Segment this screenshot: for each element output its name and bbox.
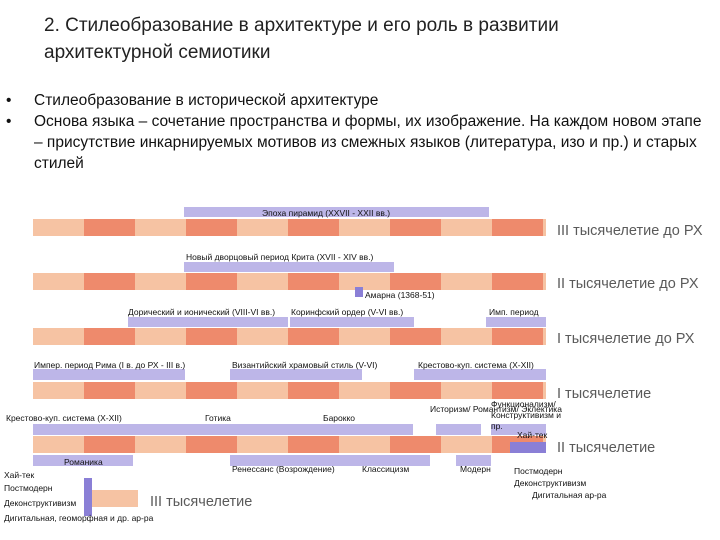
- bullet-marker: •: [6, 92, 12, 109]
- style-label: Коринфский ордер (V-VI вв.): [291, 307, 404, 317]
- style-label: Модерн: [460, 464, 491, 474]
- bullet-item: • Основа языка – сочетание пространства …: [6, 111, 711, 174]
- row-1-segment: [33, 219, 546, 236]
- era-span-bar: [184, 262, 394, 272]
- style-label: Барокко: [323, 413, 356, 423]
- bullet-item: • Стилеобразование в исторической архите…: [6, 90, 711, 111]
- era-span-bar: [33, 369, 185, 380]
- style-label: Деконструктивизм: [4, 498, 77, 508]
- style-label: Амарна (1368-51): [365, 290, 435, 300]
- style-label: Готика: [205, 413, 231, 423]
- style-label: Хай-тек: [4, 470, 35, 480]
- style-label: Эпоха пирамид (XXVII - XXII вв.): [262, 208, 391, 218]
- era-span-bar: [355, 287, 363, 297]
- style-label: Деконструктивизм: [514, 478, 587, 488]
- era-label: I тысячелетие: [557, 386, 652, 402]
- era-span-bar: [510, 442, 546, 453]
- style-label: Постмодерн: [514, 466, 563, 476]
- style-label: Постмодерн: [4, 483, 53, 493]
- style-label: Романика: [64, 457, 103, 467]
- era-span-bar: [230, 369, 362, 380]
- era-span-bar: [491, 424, 546, 435]
- style-label: Крестово-куп. система (X-XII): [6, 413, 122, 423]
- style-label: Дигитальная, геоморфная и др. ар-ра: [4, 513, 154, 523]
- era-span-bar: [133, 424, 293, 435]
- style-label: Дорический и ионический (VIII-VI вв.): [128, 307, 276, 317]
- style-label: Функционализм/ Конструктивизм и пр.: [491, 399, 561, 431]
- era-span-bar: [350, 455, 430, 466]
- era-label: II тысячелетие: [557, 440, 656, 456]
- bullet-list: • Стилеобразование в исторической архите…: [6, 90, 711, 174]
- era-span-bar: [456, 455, 491, 466]
- row-6-segment: [92, 490, 138, 507]
- row-5-segment: [33, 436, 546, 453]
- era-span-bar: [436, 424, 481, 435]
- bullet-text: Основа языка – сочетание пространства и …: [34, 113, 702, 172]
- style-label: Новый дворцовый период Крита (XVII - XIV…: [186, 252, 374, 262]
- era-label: I тысячелетие до РХ: [557, 331, 695, 347]
- row-2-segment: [33, 273, 546, 290]
- era-span-bar: [128, 317, 288, 327]
- style-label: Имп. период: [489, 307, 539, 317]
- style-label: Импер. период Рима (I в. до РХ - III в.): [34, 360, 186, 370]
- era-span-bar: [486, 317, 546, 327]
- style-label: Историзм/ Романтизм/ Эклектика: [430, 404, 562, 414]
- style-label: Крестово-куп. система (X-XII): [418, 360, 534, 370]
- row-3-segment: [33, 328, 546, 345]
- page-title: 2. Стилеобразование в архитектуре и его …: [44, 15, 559, 63]
- bullet-marker: •: [6, 113, 12, 130]
- style-label: Византийский храмовый стиль (V-VI): [232, 360, 378, 370]
- style-label: Хай-тек: [517, 430, 548, 440]
- era-span-bar: [414, 369, 546, 380]
- era-span-bar: [33, 424, 133, 435]
- era-label: III тысячелетие: [150, 494, 253, 510]
- era-span-bar: [293, 424, 413, 435]
- era-label: III тысячелетие до РХ: [557, 223, 703, 239]
- era-span-bar: [290, 317, 414, 327]
- style-label: Классицизм: [362, 464, 410, 474]
- style-label: Ренессанс (Возрождение): [232, 464, 335, 474]
- era-label: II тысячелетие до РХ: [557, 276, 699, 292]
- era-span-bar: [230, 455, 350, 466]
- era-span-bar: [84, 478, 92, 516]
- row-4-segment: [33, 382, 546, 399]
- style-label: Дигитальная ар-ра: [532, 490, 607, 500]
- bullet-text: Стилеобразование в исторической архитект…: [34, 92, 379, 109]
- era-span-bar: [184, 207, 489, 217]
- era-span-bar: [33, 455, 133, 466]
